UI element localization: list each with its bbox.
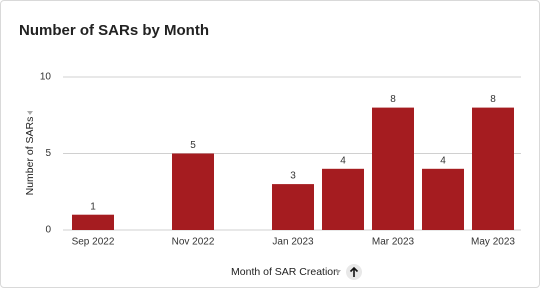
bar <box>272 184 314 230</box>
y-tick-label: 0 <box>45 225 51 236</box>
bar <box>372 107 414 230</box>
chart-title: Number of SARs by Month <box>19 22 209 39</box>
y-axis-title: Number of SARs <box>24 117 36 196</box>
data-label: 3 <box>290 171 296 182</box>
data-label: 8 <box>490 94 496 105</box>
x-axis-title: Month of SAR Creation <box>231 266 339 278</box>
x-tick-label: Mar 2023 <box>372 237 415 248</box>
y-tick-label: 10 <box>40 72 52 83</box>
bar <box>72 214 114 230</box>
y-tick-label: 5 <box>45 148 51 159</box>
x-tick-label: May 2023 <box>471 237 515 248</box>
bar <box>422 168 464 230</box>
data-label: 8 <box>390 94 396 105</box>
data-label: 5 <box>190 140 196 151</box>
bar <box>172 153 214 230</box>
sort-caret[interactable] <box>335 270 341 274</box>
bar <box>472 107 514 230</box>
x-tick-label: Sep 2022 <box>72 237 115 248</box>
sort-button[interactable] <box>346 264 362 280</box>
bar <box>322 168 364 230</box>
data-label: 1 <box>90 201 96 212</box>
data-label: 4 <box>440 155 446 166</box>
sort-caret[interactable] <box>27 111 33 115</box>
data-label: 4 <box>340 155 346 166</box>
x-tick-label: Nov 2022 <box>172 237 215 248</box>
x-tick-label: Jan 2023 <box>272 237 314 248</box>
